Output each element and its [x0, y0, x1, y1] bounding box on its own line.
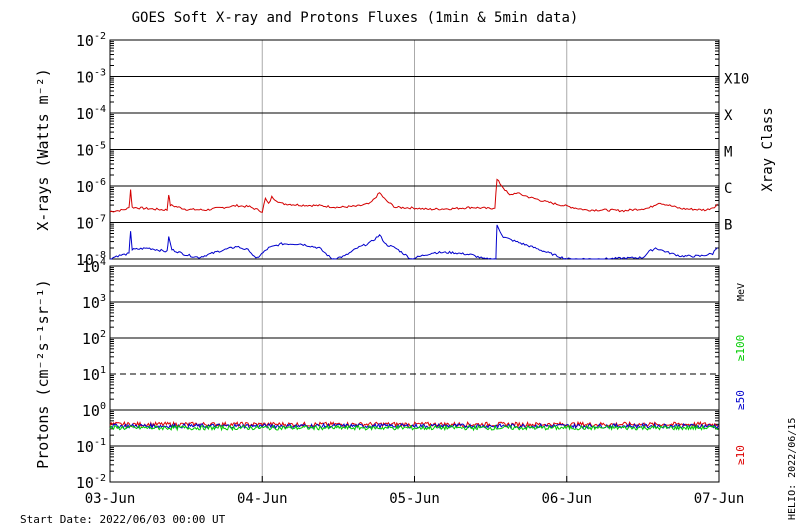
start-date-label: Start Date: 2022/06/03 00:00 UT — [20, 513, 226, 526]
xray-class-axis-label: Xray Class — [760, 107, 776, 191]
proton-legend-entry: ≥10 — [734, 445, 747, 465]
energy-unit-label: MeV — [736, 283, 747, 301]
y-axis-label: X-rays (Watts m⁻²) — [34, 68, 52, 231]
chart-title: GOES Soft X-ray and Protons Fluxes (1min… — [132, 10, 579, 26]
y-tick-label: 10-6 — [76, 177, 106, 196]
y-tick-label: 104 — [82, 257, 106, 276]
xray-class-label: C — [724, 181, 732, 197]
y-tick-label: 102 — [82, 329, 106, 348]
x-tick-label: 03-Jun — [85, 491, 136, 507]
y-tick-label: 10-2 — [76, 31, 106, 50]
y-tick-label: 103 — [82, 293, 106, 312]
xray-series-line — [110, 224, 718, 260]
proton-series-line — [109, 424, 719, 432]
y-tick-label: 10-4 — [76, 104, 106, 123]
y-tick-label: 10-1 — [76, 437, 106, 456]
proton-legend-entry: ≥100 — [734, 335, 747, 362]
x-tick-label: 06-Jun — [541, 491, 592, 507]
xray-class-label: X — [724, 108, 733, 124]
xray-class-label: X10 — [724, 72, 749, 88]
x-tick-label: 05-Jun — [389, 491, 440, 507]
x-tick-label: 07-Jun — [694, 491, 745, 507]
credit-label: HELIO: 2022/06/15 — [787, 418, 798, 520]
y-tick-label: 10-8 — [76, 250, 106, 269]
xray-class-label: M — [724, 145, 732, 161]
proton-legend-entry: ≥50 — [734, 390, 747, 410]
y-tick-label: 100 — [82, 401, 106, 420]
y-tick-label: 10-7 — [76, 214, 106, 233]
y-tick-label: 10-5 — [76, 141, 106, 160]
proton-panel: 104 103 102 101 100 10-1 10-2 Protons (cm⁻²s⁻¹s… — [34, 257, 747, 492]
y-tick-label: 10-3 — [76, 68, 106, 87]
y-axis-label: Protons (cm⁻²s⁻¹sr⁻¹) — [34, 279, 52, 469]
proton-series-line — [109, 421, 719, 430]
xray-series-line — [109, 178, 718, 213]
x-axis: 03-Jun 04-Jun 05-Jun 06-Jun 07-Jun — [85, 476, 745, 507]
xray-class-label: B — [724, 218, 732, 234]
y-tick-label: 10-2 — [76, 473, 106, 492]
x-tick-label: 04-Jun — [237, 491, 288, 507]
y-tick-label: 101 — [82, 365, 106, 384]
xray-panel: 10-2 10-3 10-4 10-5 10-6 10-7 10-8 X-rays (Watt… — [34, 31, 776, 269]
